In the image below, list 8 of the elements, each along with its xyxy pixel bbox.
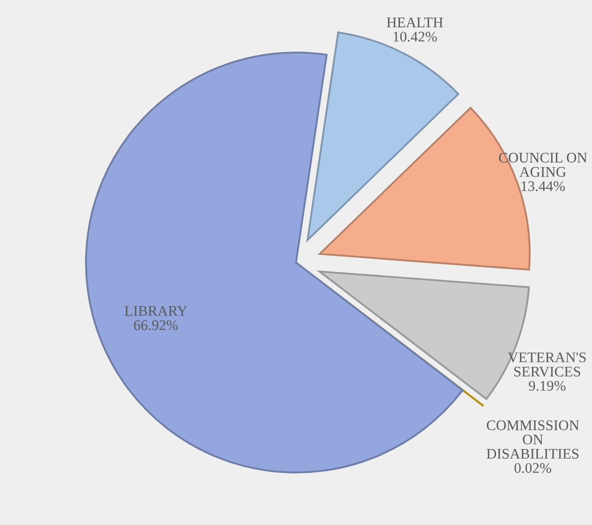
data-label: 66.92%: [134, 320, 178, 330]
slice-label: LIBRARY: [124, 306, 188, 316]
data-label: 13.44%: [522, 181, 565, 192]
data-label: 9.19%: [528, 380, 566, 391]
data-label: 0.02%: [514, 463, 552, 474]
slice-label: COMMISSION ON DISABILITIES: [486, 420, 580, 459]
slice-label: HEALTH: [386, 18, 443, 28]
data-label: 10.42%: [394, 32, 437, 42]
